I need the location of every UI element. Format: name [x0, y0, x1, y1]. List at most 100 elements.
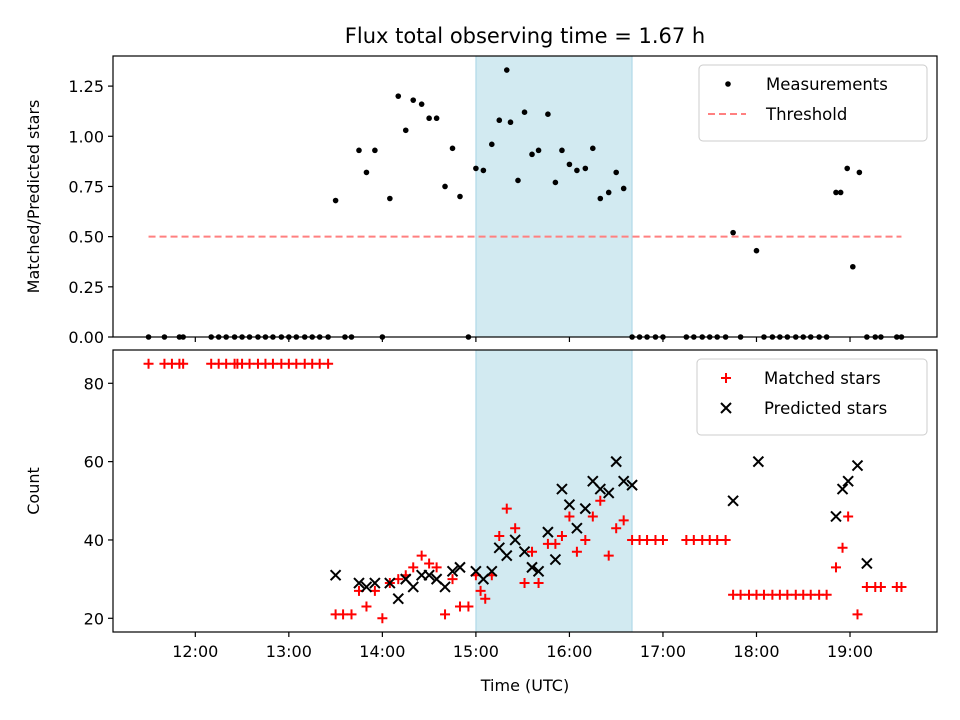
- measurement-point: [613, 169, 619, 176]
- x-tick-label: 15:00: [453, 642, 499, 661]
- predicted-star-point: [446, 565, 459, 577]
- matched-star-point: [550, 538, 561, 549]
- chart-title: Flux total observing time = 1.67 h: [345, 24, 705, 48]
- measurement-point: [457, 193, 463, 200]
- matched-star-point: [346, 609, 357, 620]
- predicted-star-point: [353, 577, 365, 589]
- predicted-star-point: [752, 455, 765, 468]
- matched-star-point: [424, 558, 435, 569]
- x-tick-label: 13:00: [266, 642, 312, 661]
- predicted-star-point: [454, 561, 466, 574]
- matched-star-point: [580, 534, 591, 545]
- matched-star-point: [447, 574, 458, 585]
- matched-star-point: [480, 593, 491, 604]
- matched-star-point: [564, 511, 575, 522]
- matched-star-point: [837, 542, 848, 553]
- matched-star-point: [556, 531, 567, 542]
- matched-star-point: [494, 531, 505, 542]
- predicted-star-point: [392, 593, 404, 605]
- predicted-star-point: [594, 483, 606, 495]
- observing-time-span: [475, 55, 633, 338]
- measurement-point: [387, 195, 393, 202]
- y-tick-label: 1.00: [68, 127, 104, 146]
- predicted-star-point: [439, 581, 451, 593]
- predicted-star-point: [836, 483, 849, 495]
- predicted-star-point: [329, 569, 342, 581]
- matched-star-point: [843, 511, 854, 522]
- measurement-point: [856, 169, 863, 176]
- legend-box: [696, 358, 928, 436]
- predicted-star-point: [501, 549, 513, 562]
- predicted-star-point: [830, 510, 842, 523]
- y-axis-label: Matched/Predicted stars: [24, 100, 43, 294]
- y-tick-label: 0.50: [68, 228, 104, 247]
- matched-star-point: [463, 601, 474, 612]
- matched-star-point: [805, 589, 816, 600]
- matched-star-point: [314, 358, 325, 369]
- measurement-point: [833, 189, 839, 196]
- measurement-point: [507, 119, 514, 126]
- matched-star-point: [852, 609, 863, 620]
- x-tick-label: 14:00: [359, 642, 405, 661]
- legend-entry-label: Measurements: [766, 75, 888, 94]
- matched-star-point: [533, 578, 544, 589]
- x-axis-label: Time (UTC): [480, 676, 569, 695]
- predicted-star-point: [486, 565, 498, 577]
- measurement-point: [620, 185, 627, 192]
- x-tick-label: 17:00: [640, 642, 686, 661]
- measurement-point: [529, 151, 535, 158]
- measurement-point: [535, 147, 542, 154]
- measurement-point: [395, 93, 402, 99]
- matched-star-point: [603, 550, 614, 561]
- y-tick-label: 0.75: [68, 177, 104, 196]
- measurement-point: [480, 167, 487, 174]
- matched-star-point: [267, 358, 278, 369]
- matched-star-point: [440, 609, 451, 620]
- matched-star-point: [377, 613, 388, 624]
- measurement-point: [850, 263, 856, 270]
- matched-star-point: [595, 495, 606, 506]
- x-tick-label: 12:00: [172, 642, 218, 661]
- predicted-star-point: [518, 546, 531, 558]
- matched-star-point: [408, 562, 419, 573]
- predicted-star-point: [556, 483, 568, 495]
- matched-star-point: [291, 358, 302, 369]
- matched-star-point: [416, 550, 427, 561]
- matched-star-point: [712, 534, 723, 545]
- matched-star-point: [587, 511, 598, 522]
- predicted-star-point: [579, 502, 592, 515]
- predicted-star-point: [727, 495, 739, 507]
- y-axis-label: Count: [24, 467, 43, 515]
- predicted-star-point: [563, 499, 576, 511]
- measurement-point: [730, 229, 736, 236]
- predicted-star-point: [626, 479, 638, 491]
- matched-star-point: [221, 358, 232, 369]
- predicted-star-point: [509, 534, 521, 546]
- matched-star-point: [323, 358, 334, 369]
- measurement-point: [410, 97, 417, 103]
- predicted-star-point: [532, 565, 545, 577]
- predicted-star-point: [526, 561, 538, 574]
- measurement-point: [837, 189, 844, 196]
- matched-star-point: [431, 562, 442, 573]
- legend-matched-swatch: [721, 373, 731, 383]
- matched-star-point: [830, 562, 841, 573]
- measurement-point: [605, 189, 612, 196]
- matched-star-point: [527, 546, 538, 557]
- measurement-point: [574, 167, 580, 174]
- measurement-point: [332, 197, 339, 204]
- measurement-point: [426, 115, 432, 122]
- matched-star-point: [244, 358, 255, 369]
- x-tick-label: 19:00: [827, 642, 873, 661]
- predicted-star-point: [610, 455, 622, 468]
- measurement-point: [559, 147, 565, 154]
- predicted-star-point: [542, 526, 554, 538]
- matched-star-point: [178, 358, 189, 369]
- measurement-point: [552, 179, 559, 186]
- legend-entry-label: Matched stars: [764, 369, 881, 388]
- measurement-point: [753, 247, 760, 254]
- predicted-star-point: [842, 475, 854, 487]
- matched-star-point: [657, 534, 668, 545]
- matched-star-point: [571, 546, 582, 557]
